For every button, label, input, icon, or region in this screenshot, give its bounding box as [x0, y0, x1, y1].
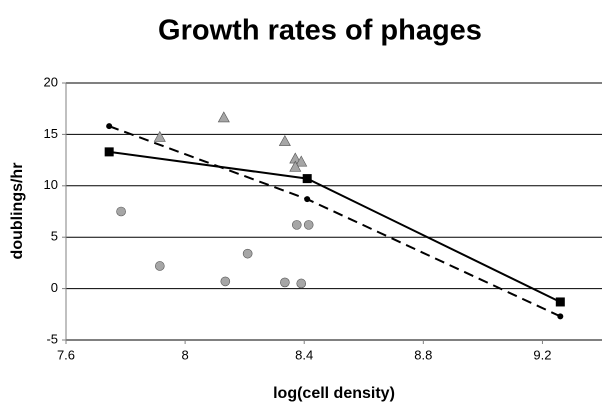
- point: [106, 123, 113, 130]
- point: [295, 155, 308, 167]
- point: [296, 278, 307, 289]
- point: [104, 147, 114, 157]
- point: [217, 111, 230, 123]
- point: [291, 220, 302, 230]
- point: [557, 313, 564, 320]
- point: [220, 276, 231, 287]
- point: [304, 196, 311, 203]
- point: [153, 130, 166, 142]
- point: [155, 261, 165, 271]
- point: [280, 277, 290, 288]
- x-axis-label: log(cell density): [273, 385, 395, 402]
- x-tick-label: 7.6: [57, 347, 75, 362]
- x-tick-label: 8: [181, 347, 188, 362]
- series-line: [108, 125, 561, 318]
- point: [116, 206, 126, 217]
- point: [555, 297, 565, 307]
- series-line: [109, 150, 561, 303]
- chart-title: Growth rates of phages: [158, 15, 482, 47]
- y-tick-label: 15: [44, 126, 58, 141]
- y-tick-label: -5: [46, 331, 58, 346]
- y-axis-label: doublings/hr: [9, 163, 26, 260]
- point: [303, 220, 314, 230]
- point: [278, 134, 291, 146]
- y-tick-label: 0: [51, 280, 58, 295]
- y-tick-label: 10: [44, 177, 58, 192]
- x-tick-label: 8.4: [295, 347, 313, 362]
- point: [302, 174, 312, 184]
- x-tick-label: 9.2: [533, 347, 551, 362]
- y-tick-label: 20: [44, 74, 58, 89]
- y-tick-label: 5: [51, 229, 58, 244]
- x-tick-label: 8.8: [414, 347, 432, 362]
- point: [289, 160, 302, 172]
- point: [242, 248, 253, 259]
